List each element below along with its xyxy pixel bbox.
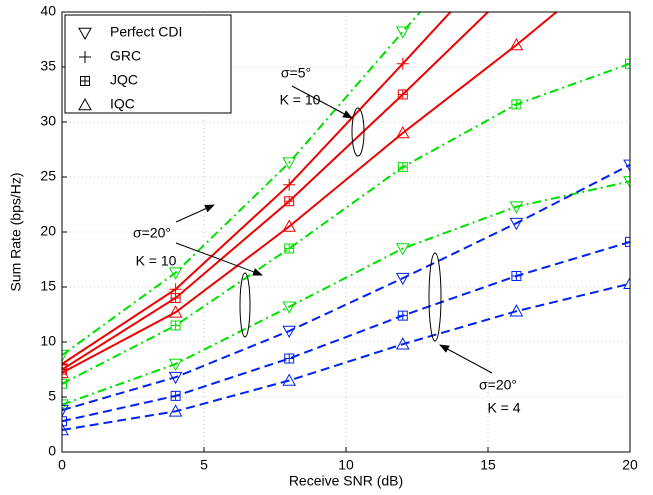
marker [509, 201, 524, 214]
y-tick-label: 30 [40, 113, 56, 129]
marker [168, 404, 183, 417]
y-tick-label: 5 [48, 388, 56, 404]
series-line [62, 62, 630, 385]
annotation: σ=20° [479, 377, 517, 393]
y-tick-label: 20 [40, 223, 56, 239]
annotation: σ=5° [281, 65, 311, 81]
marker [397, 162, 408, 173]
legend: Perfect CDI GRC JQC IQC [64, 14, 232, 114]
marker [509, 37, 524, 51]
series-line [62, 240, 630, 423]
y-tick-label: 15 [40, 278, 56, 294]
x-axis-label: Receive SNR (dB) [289, 473, 403, 489]
marker [623, 276, 630, 289]
marker [170, 390, 181, 401]
marker [395, 243, 410, 256]
marker [78, 97, 92, 111]
y-tick-label: 10 [40, 333, 56, 349]
marker [284, 243, 295, 254]
marker [623, 176, 630, 189]
legend-label: JQC [110, 72, 138, 88]
marker [625, 236, 630, 247]
marker [395, 26, 410, 39]
y-tick-label: 0 [48, 443, 56, 459]
legend-label: GRC [110, 48, 141, 64]
marker [284, 196, 295, 207]
y-tick-label: 25 [40, 168, 56, 184]
marker [168, 358, 183, 372]
marker [282, 373, 297, 386]
marker [511, 99, 522, 110]
marker [168, 371, 183, 385]
marker [168, 267, 183, 280]
marker [78, 27, 92, 41]
x-tick-label: 15 [480, 457, 496, 473]
x-tick-label: 0 [58, 457, 66, 473]
marker [283, 178, 296, 191]
marker [509, 217, 524, 231]
marker [623, 159, 630, 172]
series-line [62, 12, 422, 357]
series-line [62, 12, 559, 374]
marker [62, 349, 69, 363]
marker [509, 304, 524, 317]
marker [62, 422, 69, 436]
marker [284, 353, 295, 364]
marker [62, 365, 69, 379]
series-line [62, 164, 630, 412]
plot-frame [61, 11, 631, 453]
marker [62, 404, 69, 418]
legend-label: Perfect CDI [110, 24, 182, 40]
marker [395, 272, 410, 286]
plot-lines [62, 12, 630, 436]
marker [62, 358, 68, 370]
x-tick-label: 10 [338, 457, 354, 473]
marker [79, 51, 91, 63]
annotations: σ=5° K = 10 σ=20° K = 10 σ=20° K = 4 [133, 65, 521, 416]
y-tick-label: 35 [40, 58, 56, 74]
y-axis-label: Sum Rate (bps/Hz) [8, 172, 24, 291]
legend-label: IQC [110, 96, 135, 112]
marker [170, 320, 181, 331]
marker [511, 271, 522, 281]
annotation-shapes [175, 85, 493, 374]
marker [397, 310, 408, 321]
annotation: σ=20° [133, 225, 171, 241]
marker [168, 305, 183, 318]
marker [282, 157, 297, 170]
marker [395, 337, 410, 350]
marker [282, 219, 297, 232]
marker [395, 125, 410, 139]
x-tick-label: 5 [200, 457, 208, 473]
x-tick-label: 20 [622, 457, 638, 473]
marker [397, 89, 408, 100]
marker [62, 416, 67, 427]
series-line [62, 180, 630, 406]
annotation: K = 10 [136, 253, 177, 269]
marker [62, 378, 67, 389]
marker [396, 57, 409, 70]
annotation: K = 4 [487, 400, 520, 416]
marker [80, 76, 90, 86]
marker [170, 293, 181, 303]
marker [625, 58, 630, 69]
marker [282, 301, 297, 314]
y-tick-label: 40 [40, 3, 56, 19]
annotation: K = 10 [280, 92, 321, 108]
marker [282, 325, 297, 339]
